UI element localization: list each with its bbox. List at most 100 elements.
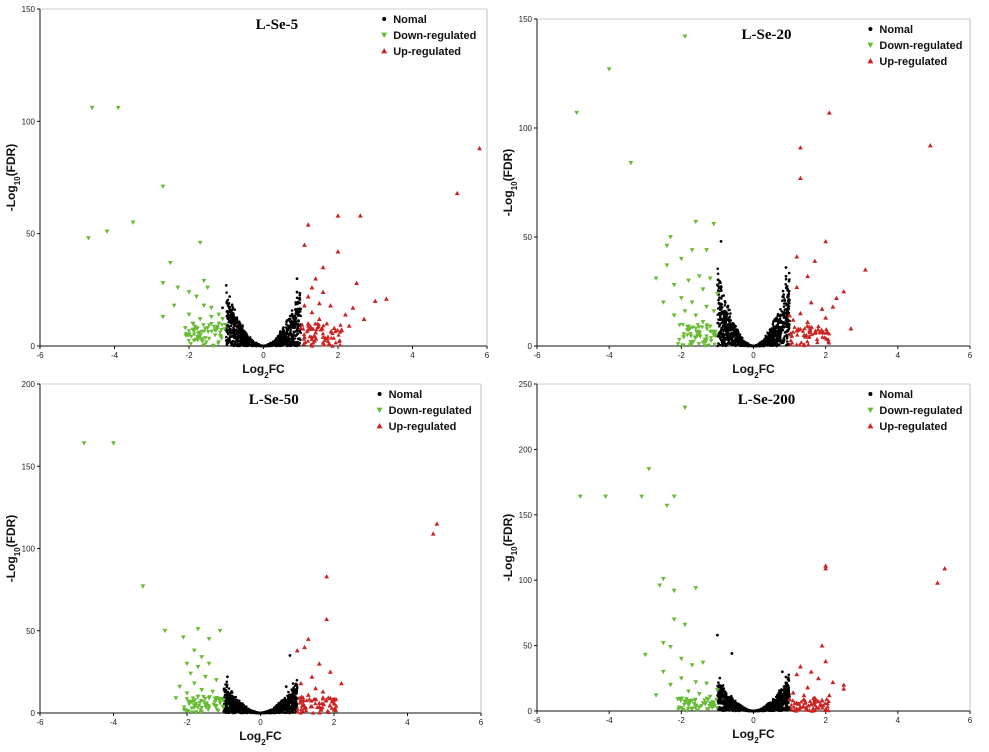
down-regulated-point: [219, 336, 224, 341]
normal-point: [247, 343, 251, 347]
normal-point: [767, 338, 770, 342]
down-regulated-point: [699, 704, 704, 709]
normal-point: [770, 336, 774, 339]
up-regulated-point: [824, 336, 829, 341]
normal-point: [737, 330, 740, 334]
y-axis-label: -Log10(FDR): [501, 514, 519, 582]
normal-point: [785, 705, 788, 709]
normal-point: [288, 707, 292, 710]
normal-point: [729, 703, 732, 707]
up-regulated-point: [792, 324, 797, 329]
normal-point: [729, 319, 733, 322]
up-regulated-series: [787, 110, 933, 348]
down-regulated-point: [685, 328, 690, 333]
normal-point: [718, 311, 721, 315]
up-regulated-point: [330, 697, 335, 702]
normal-point: [232, 696, 236, 700]
down-regulated-point: [676, 705, 682, 710]
normal-point: [230, 690, 233, 693]
up-regulated-point: [787, 313, 792, 318]
up-regulated-point: [337, 338, 342, 343]
down-regulated-point: [693, 705, 699, 710]
down-regulated-point: [693, 586, 699, 591]
normal-point: [290, 693, 294, 697]
down-regulated-point: [682, 405, 688, 410]
normal-point: [720, 340, 724, 344]
normal-point: [290, 335, 294, 339]
down-regulated-point: [695, 323, 700, 328]
normal-point: [777, 320, 780, 324]
normal-point: [779, 691, 782, 694]
normal-point: [226, 304, 230, 307]
normal-point: [723, 336, 727, 340]
down-regulated-point: [223, 322, 228, 327]
normal-point: [720, 285, 723, 289]
x-tick-label: 6: [968, 716, 973, 725]
normal-point: [725, 700, 728, 704]
down-regulated-point: [182, 326, 188, 331]
normal-point: [783, 335, 786, 338]
y-tick-label: 0: [528, 707, 533, 716]
up-regulated-point: [320, 689, 326, 694]
normal-point: [240, 705, 243, 708]
up-regulated-point: [313, 685, 319, 691]
up-regulated-point: [316, 324, 321, 329]
normal-point: [751, 709, 755, 713]
down-regulated-point: [671, 617, 677, 622]
y-tick-label: 100: [22, 117, 36, 126]
x-tick-label: 4: [896, 716, 901, 725]
normal-point: [222, 710, 226, 714]
x-tick-label: 4: [410, 351, 415, 360]
down-regulated-point: [680, 322, 685, 327]
down-regulated-point: [688, 334, 694, 339]
down-regulated-point: [682, 622, 688, 628]
up-regulated-point: [325, 708, 330, 713]
y-tick-label: 50: [26, 230, 35, 239]
x-tick-label: 0: [751, 716, 756, 725]
up-regulated-point: [824, 329, 830, 334]
normal-point: [726, 312, 729, 315]
down-regulated-point: [685, 701, 691, 706]
up-regulated-point: [295, 706, 300, 711]
down-regulated-point: [603, 494, 608, 499]
up-regulated-point: [809, 332, 815, 337]
normal-point: [228, 699, 231, 703]
normal-point: [776, 333, 779, 337]
up-regulated-point: [830, 304, 836, 309]
up-regulated-point: [321, 323, 326, 328]
normal-point: [756, 709, 759, 712]
up-regulated-point: [819, 643, 825, 648]
normal-point: [719, 239, 723, 243]
down-regulated-point: [160, 314, 166, 320]
normal-point: [282, 708, 286, 712]
up-regulated-point: [330, 343, 335, 348]
normal-point: [294, 695, 297, 698]
normal-point: [225, 698, 228, 701]
normal-point: [784, 274, 788, 278]
up-regulated-point: [313, 697, 319, 702]
normal-point: [227, 708, 230, 712]
normal-point: [785, 325, 789, 328]
up-regulated-point: [818, 330, 823, 335]
x-tick-label: 4: [405, 718, 410, 727]
normal-point: [775, 708, 778, 711]
up-regulated-point: [794, 284, 800, 290]
down-regulated-point: [704, 327, 710, 332]
normal-point: [787, 687, 790, 691]
normal-point: [773, 699, 777, 702]
normal-point: [766, 331, 769, 335]
normal-point: [237, 707, 240, 710]
chart-title: L-Se-200: [738, 392, 796, 408]
normal-point: [299, 314, 303, 318]
normal-point: [767, 704, 770, 707]
normal-point: [295, 687, 299, 691]
normal-point: [298, 291, 302, 295]
down-regulated-point: [193, 702, 199, 706]
up-regulated-point: [797, 342, 802, 347]
normal-point: [718, 690, 722, 693]
x-axis-label: Log2FC: [239, 729, 282, 747]
normal-point: [740, 338, 744, 342]
normal-point: [718, 699, 721, 703]
down-regulated-point: [190, 710, 195, 715]
normal-point: [232, 706, 235, 709]
